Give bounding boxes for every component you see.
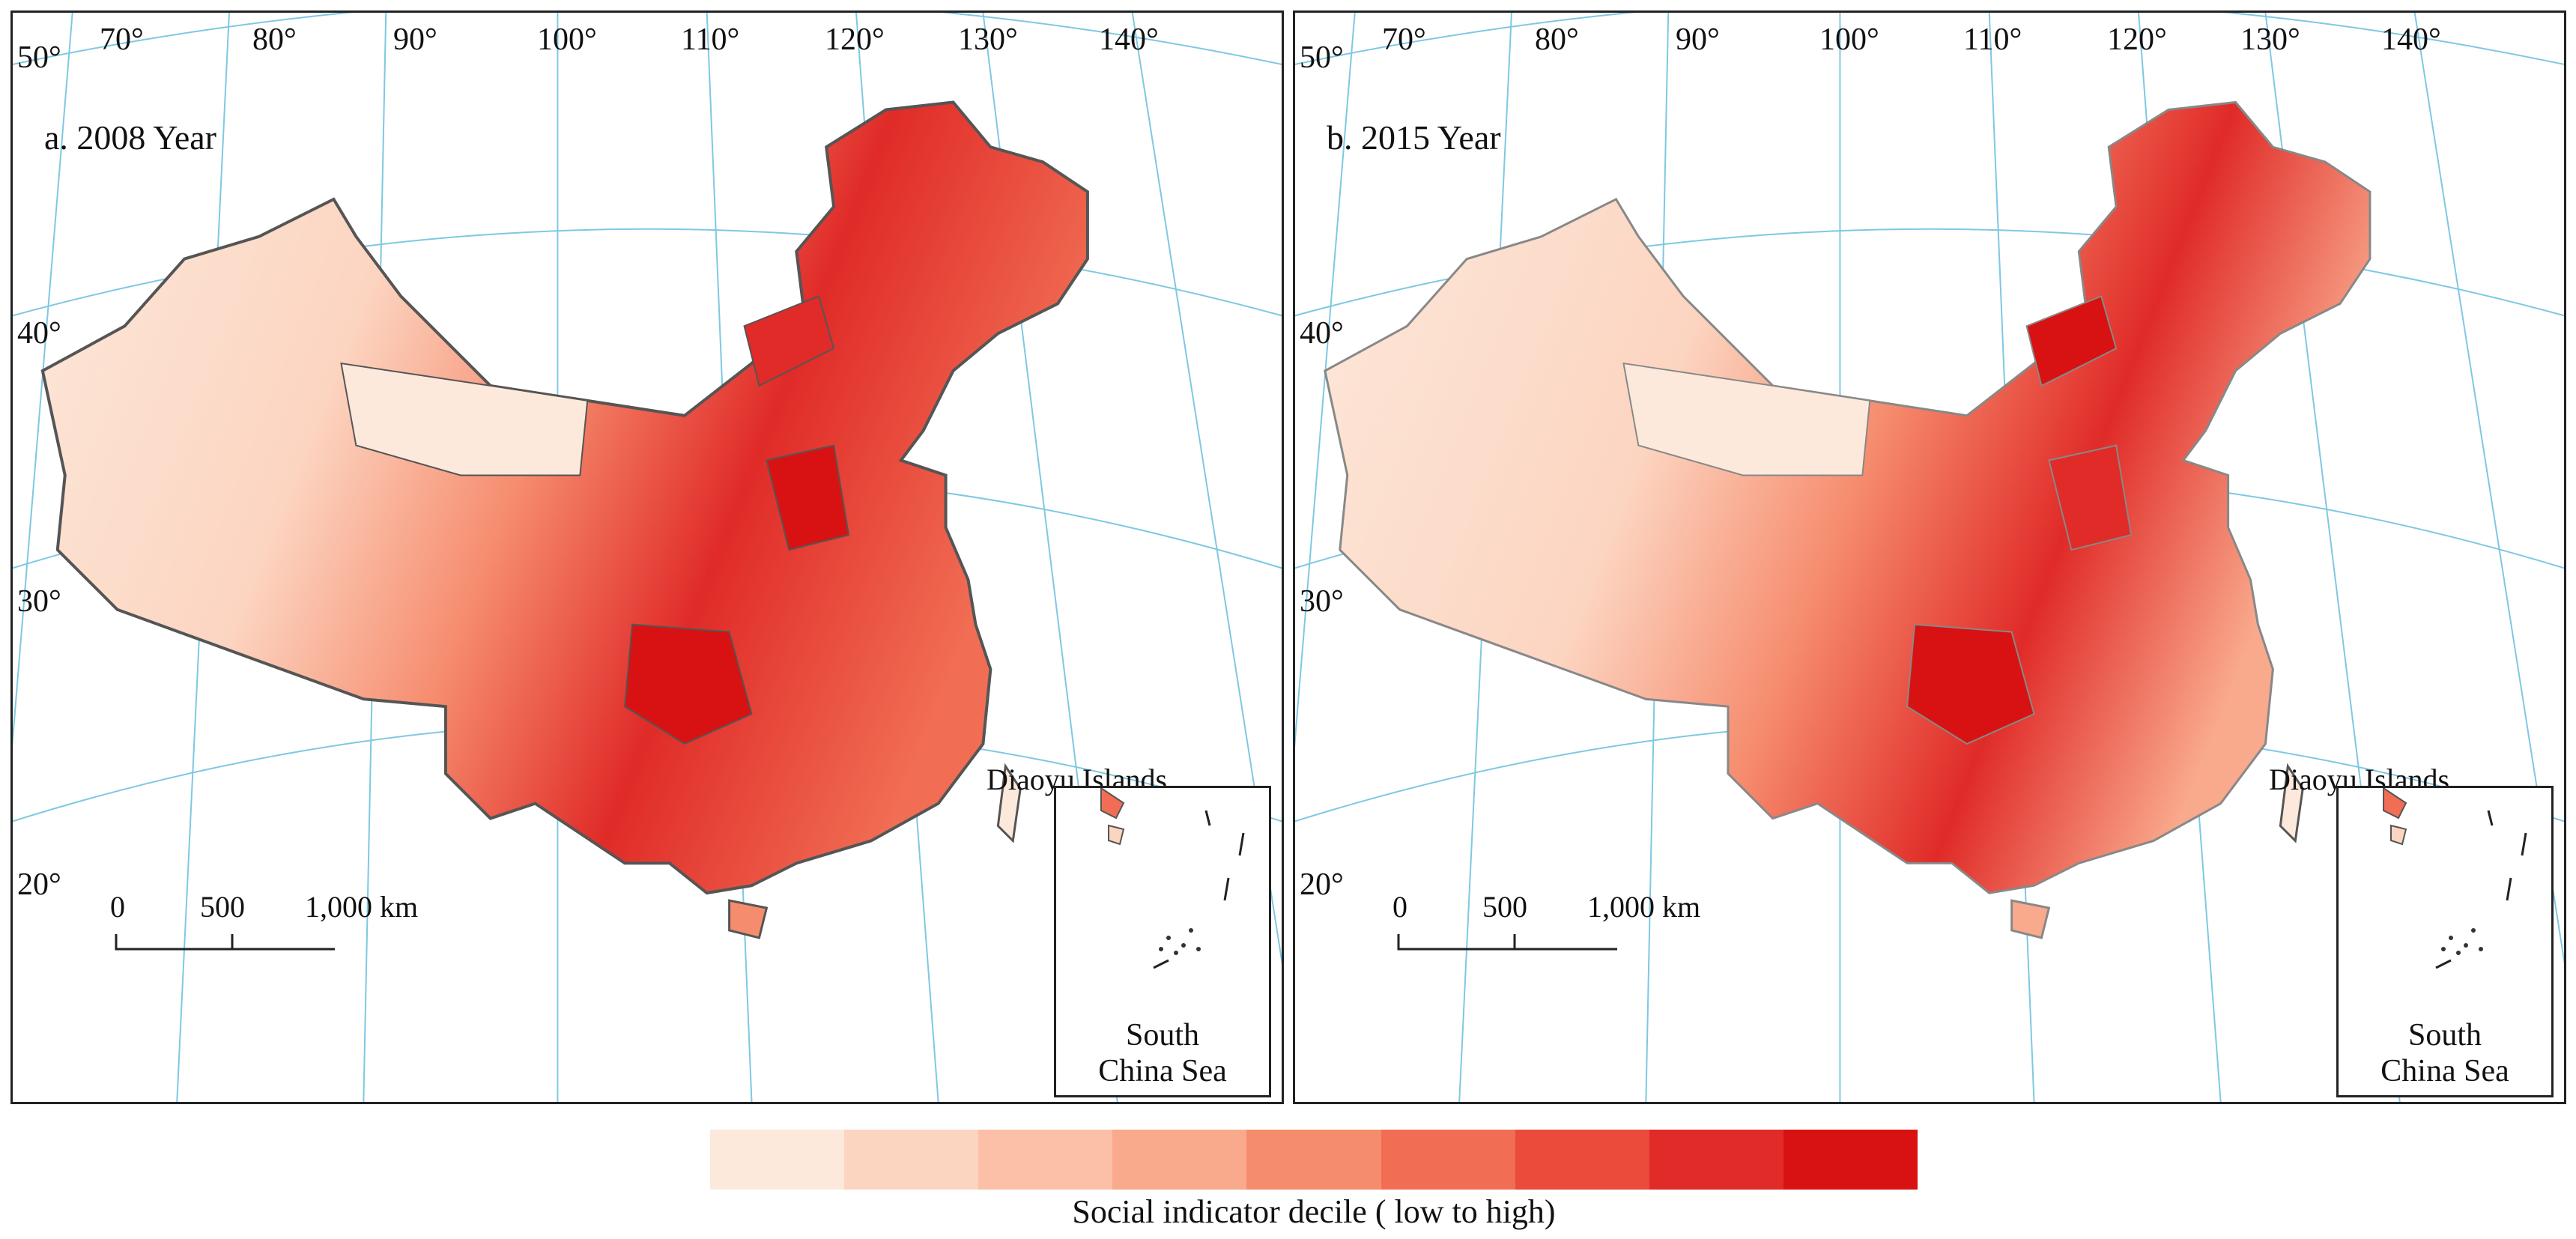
lat-label: 20° [17, 867, 61, 902]
legend-swatch-6 [1381, 1130, 1515, 1190]
inset-label: South China Sea [2380, 1018, 2509, 1088]
lat-label: 40° [1300, 316, 1344, 351]
scale-label-mid: 500 [200, 890, 245, 924]
china-map-2015 [1295, 13, 2564, 1102]
china-outline [1324, 100, 2372, 894]
panel-title: a. 2008 Year [44, 118, 216, 157]
lon-label: 140° [1099, 22, 1159, 57]
lon-label: 70° [1382, 22, 1426, 57]
scale-bar: 0 500 1,000 km [80, 889, 418, 957]
legend-swatch-1 [710, 1130, 845, 1190]
legend-swatch-5 [1246, 1130, 1381, 1190]
scale-bar: 0 500 1,000 km [1363, 889, 1700, 957]
scale-label-mid: 500 [1482, 890, 1527, 924]
lon-label: 70° [100, 22, 144, 57]
lon-label: 80° [252, 22, 297, 57]
lat-label: 30° [17, 584, 61, 619]
lat-label: 50° [17, 40, 61, 75]
scale-label-zero: 0 [110, 890, 125, 924]
legend-swatch-7 [1515, 1130, 1649, 1190]
inset-label: South China Sea [1098, 1018, 1227, 1088]
lon-label: 110° [681, 22, 740, 57]
lon-label: 110° [1963, 22, 2022, 57]
lon-label: 120° [825, 22, 885, 57]
lat-label: 20° [1300, 867, 1344, 902]
panel-title: b. 2015 Year [1327, 118, 1501, 157]
lat-label: 50° [1300, 40, 1344, 75]
lon-label: 130° [958, 22, 1018, 57]
map-panel-2008: a. 2008 Year 50° 40° 30° 20° 70° 80° 90°… [10, 10, 1284, 1104]
south-china-sea-inset: South China Sea [2336, 786, 2554, 1097]
south-china-sea-inset: South China Sea [1054, 786, 1271, 1097]
scale-label-end: 1,000 km [1587, 890, 1701, 924]
lon-label: 100° [1819, 22, 1879, 57]
legend-swatch-4 [1112, 1130, 1247, 1190]
scale-label-end: 1,000 km [305, 890, 419, 924]
legend-color-bar [710, 1130, 1918, 1190]
lon-label: 90° [393, 22, 437, 57]
legend-swatch-8 [1649, 1130, 1783, 1190]
lat-label: 40° [17, 316, 61, 351]
legend-title: Social indicator decile ( low to high) [1072, 1193, 1556, 1230]
lon-label: 120° [2107, 22, 2167, 57]
legend-swatch-3 [978, 1130, 1113, 1190]
lon-label: 90° [1676, 22, 1720, 57]
map-panel-2015: b. 2015 Year 50° 40° 30° 20° 70° 80° 90°… [1293, 10, 2566, 1104]
legend-swatch-2 [844, 1130, 979, 1190]
china-outline [40, 100, 1089, 895]
lat-label: 30° [1300, 584, 1344, 619]
china-map-2008 [13, 13, 1282, 1102]
scale-label-zero: 0 [1392, 890, 1407, 924]
lon-label: 100° [537, 22, 597, 57]
lon-label: 140° [2381, 22, 2441, 57]
legend-swatch-9 [1783, 1130, 1918, 1190]
lon-label: 130° [2240, 22, 2300, 57]
lon-label: 80° [1535, 22, 1579, 57]
